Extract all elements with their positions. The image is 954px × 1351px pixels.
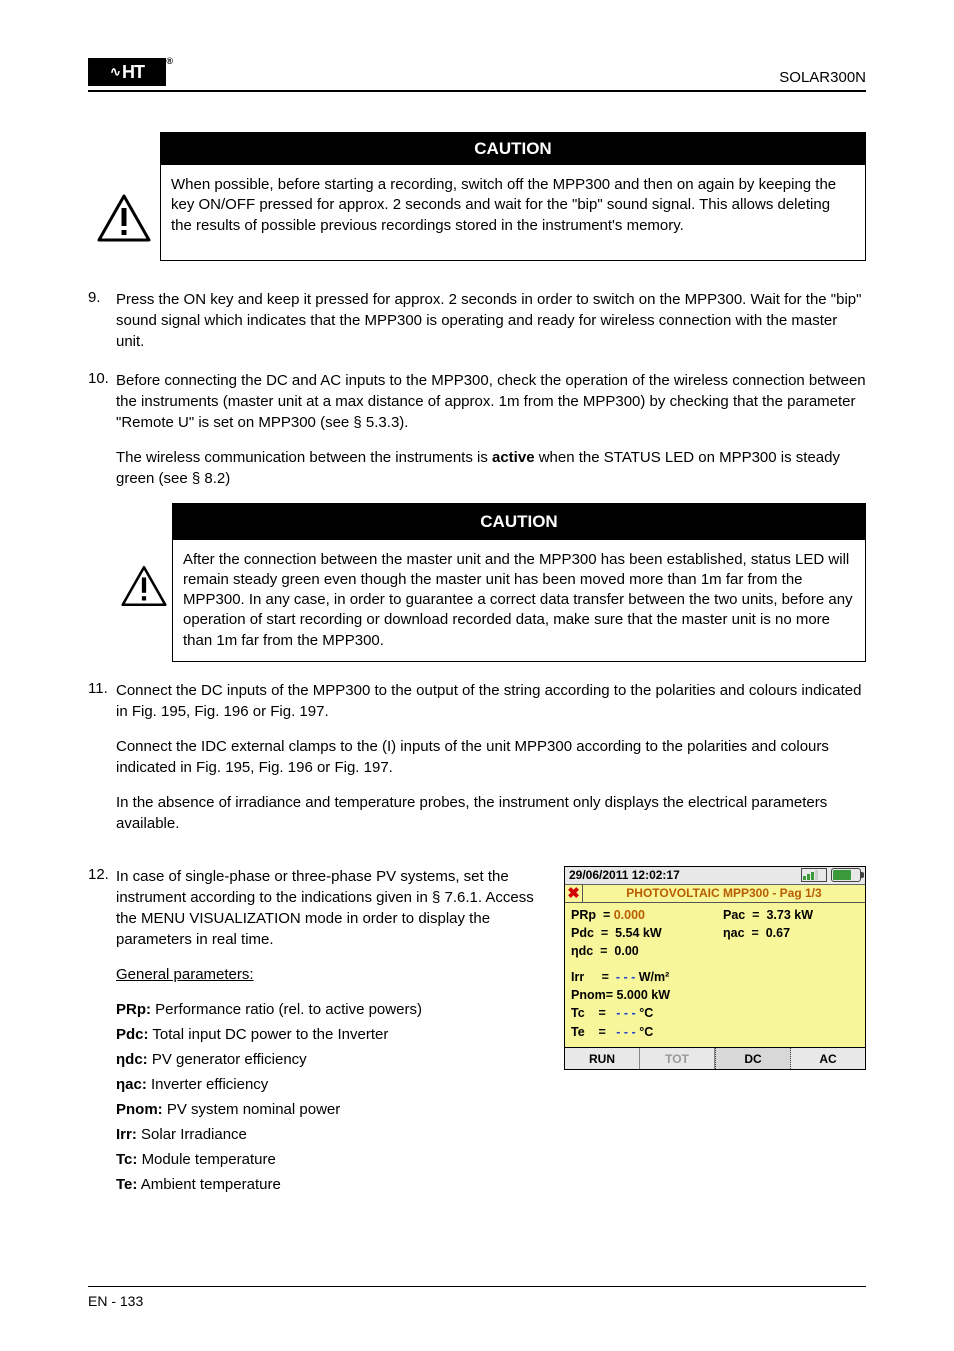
- warning-icon: [97, 194, 151, 242]
- step-12-pdc-text: Total input DC power to the Inverter: [152, 1026, 388, 1043]
- step-11-para3: In the absence of irradiance and tempera…: [116, 792, 866, 834]
- step-10-led-note: The wireless communication between the i…: [116, 447, 866, 489]
- logo-registered-icon: ®: [166, 56, 172, 66]
- screen-value-row: Pnom= 5.000 kW: [571, 986, 859, 1004]
- caution-title-1: CAUTION: [161, 133, 865, 165]
- step-12-prp-text: Performance ratio (rel. to active powers…: [155, 1001, 422, 1018]
- step-10: 10. Before connecting the DC and AC inpu…: [88, 370, 866, 662]
- logo-wave-icon: ∿: [110, 64, 120, 80]
- caution-body-1: When possible, before starting a recordi…: [161, 165, 865, 260]
- screen-body: PRp = 0.000Pac = 3.73 kWPdc = 5.54 kWηac…: [565, 903, 865, 1047]
- step-12-intro: In case of single-phase or three-phase P…: [116, 866, 550, 950]
- screen-title-row: ✖ PHOTOVOLTAIC MPP300 - Pag 1/3: [565, 885, 865, 903]
- model-name: SOLAR300N: [779, 69, 866, 86]
- signal-icon: [801, 868, 827, 882]
- screen-tab-tot[interactable]: TOT: [640, 1048, 715, 1069]
- step-12-prp-label: PRp:: [116, 1001, 155, 1018]
- step-11-text: Connect the DC inputs of the MPP300 to t…: [116, 680, 866, 848]
- step-10-para1: Before connecting the DC and AC inputs t…: [116, 370, 866, 433]
- screen-statusbar: 29/06/2011 12:02:17: [565, 867, 865, 885]
- brand-logo: ∿HT ®: [88, 58, 166, 86]
- screen-title: PHOTOVOLTAIC MPP300 - Pag 1/3: [583, 885, 865, 902]
- step-9-text: Press the ON key and keep it pressed for…: [116, 289, 866, 352]
- warning-icon: [121, 565, 167, 607]
- step-9: 9. Press the ON key and keep it pressed …: [88, 289, 866, 352]
- caution-title-2: CAUTION: [173, 504, 865, 540]
- step-11-para2: Connect the IDC external clamps to the (…: [116, 736, 866, 778]
- screen-datetime: 29/06/2011 12:02:17: [569, 867, 801, 884]
- screen-value-row: Tc = - - - °C: [571, 1004, 859, 1022]
- step-12-nac-text: Inverter efficiency: [151, 1076, 268, 1093]
- step-12-nac-label: ηac:: [116, 1076, 147, 1093]
- step-9-number: 9.: [88, 289, 116, 306]
- close-icon[interactable]: ✖: [565, 884, 583, 902]
- screen-tab-ac[interactable]: AC: [791, 1048, 865, 1069]
- step-12-pnom-label: Pnom:: [116, 1101, 163, 1118]
- step-11: 11. Connect the DC inputs of the MPP300 …: [88, 680, 866, 848]
- step-12-te-text: Ambient temperature: [141, 1176, 281, 1193]
- screen-value-row: Pdc = 5.54 kWηac = 0.67: [571, 924, 859, 942]
- step-12-number: 12.: [88, 866, 116, 883]
- step-12-irr-text: Solar Irradiance: [141, 1126, 247, 1143]
- step-10-led-pre: The wireless communication between the i…: [116, 449, 492, 466]
- step-12-pdc-label: Pdc:: [116, 1026, 149, 1043]
- step-12-te-label: Te:: [116, 1176, 137, 1193]
- step-12-ndc-label: ηdc:: [116, 1051, 148, 1068]
- caution-block-1: CAUTION When possible, before starting a…: [88, 132, 866, 261]
- step-12-tc-label: Tc:: [116, 1151, 137, 1168]
- page-header: ∿HT ® SOLAR300N: [88, 58, 866, 92]
- step-12-pnom-text: PV system nominal power: [167, 1101, 340, 1118]
- screen-tab-dc[interactable]: DC: [715, 1048, 791, 1069]
- screen-value-row: Irr = - - - W/m²: [571, 968, 859, 986]
- battery-icon: [831, 868, 861, 882]
- footer-left: EN - 133: [88, 1293, 143, 1309]
- step-12-irr-label: Irr:: [116, 1126, 137, 1143]
- step-11-para1: Connect the DC inputs of the MPP300 to t…: [116, 680, 866, 722]
- logo-text: HT: [122, 62, 144, 83]
- step-10-led-bold: active: [492, 449, 535, 466]
- page-footer: EN - 133: [88, 1286, 866, 1309]
- device-screen: 29/06/2011 12:02:17 ✖ PHOTOVOLTAIC MPP30…: [564, 866, 866, 1070]
- step-12: 12. In case of single-phase or three-pha…: [88, 866, 866, 1199]
- screen-tabs: RUNTOTDCAC: [565, 1047, 865, 1069]
- step-12-content: In case of single-phase or three-phase P…: [116, 866, 866, 1199]
- step-10-text: Before connecting the DC and AC inputs t…: [116, 370, 866, 662]
- step-12-tc-text: Module temperature: [142, 1151, 276, 1168]
- screen-value-row: PRp = 0.000Pac = 3.73 kW: [571, 906, 859, 924]
- step-11-number: 11.: [88, 680, 116, 697]
- screen-value-row: Te = - - - °C: [571, 1023, 859, 1041]
- step-10-number: 10.: [88, 370, 116, 387]
- caution-body-2: After the connection between the master …: [173, 540, 865, 661]
- screen-value-row: ηdc = 0.00: [571, 942, 859, 960]
- screen-tab-run[interactable]: RUN: [565, 1048, 640, 1069]
- step-12-general-label: General parameters:: [116, 966, 254, 983]
- step-12-ndc-text: PV generator efficiency: [152, 1051, 307, 1068]
